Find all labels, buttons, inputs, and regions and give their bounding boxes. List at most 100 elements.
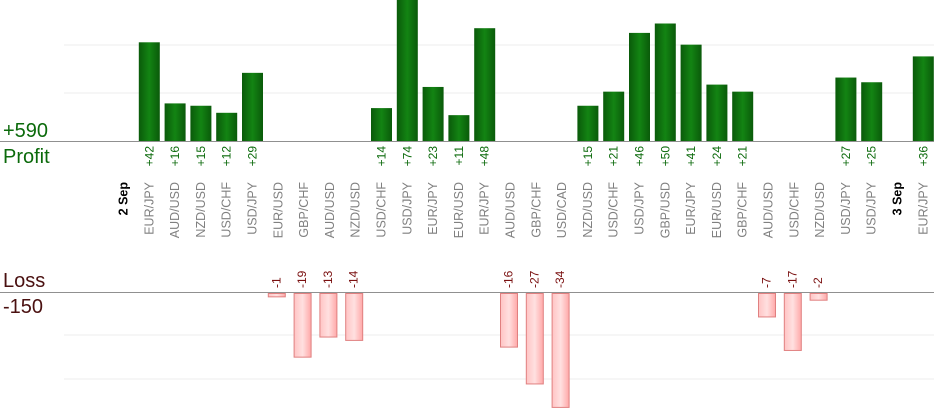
profit-value-label: +25 (865, 146, 879, 167)
profit-bar (706, 84, 728, 141)
profit-value-label: +46 (633, 146, 647, 167)
loss-bar (551, 293, 570, 408)
loss-value-label: -19 (295, 270, 309, 288)
profit-bar (164, 103, 186, 141)
profit-value-label: +21 (607, 146, 621, 167)
category-label: EUR/JPY (684, 181, 698, 234)
date-label: 2 Sep (117, 182, 131, 216)
category-label: USD/JPY (865, 181, 879, 234)
value-labels: +42 +16 +15 +12 +29 -1 -19 -13 -14 +14 +74 +23 +11 +4… (142, 146, 930, 288)
category-label: GBP/USD (658, 182, 672, 238)
profit-value-label: +36 (916, 146, 930, 167)
profit-bar (732, 91, 754, 141)
profit-bar (861, 82, 883, 141)
profit-value-label: +16 (168, 146, 182, 167)
profit-value-label: +50 (658, 146, 672, 167)
profit-bar (242, 72, 263, 141)
category-label: USD/CHF (375, 182, 389, 238)
profit-value-label: +11 (452, 146, 466, 166)
category-label: GBP/CHF (297, 182, 311, 238)
profit-value-label: +48 (478, 146, 492, 167)
profit-bar (422, 86, 444, 141)
profit-bar (835, 77, 857, 141)
category-label: AUD/USD (323, 182, 337, 238)
loss-value-label: -1 (269, 277, 283, 288)
profit-value-label: +27 (839, 146, 853, 167)
category-label: AUD/USD (504, 182, 518, 238)
profit-label: Profit (3, 146, 50, 168)
loss-bar (758, 293, 776, 318)
profit-value-label: +12 (220, 146, 234, 167)
loss-bar (783, 293, 802, 351)
loss-value-label: -13 (321, 270, 335, 288)
profit-bar (138, 42, 160, 141)
loss-bar (809, 293, 828, 301)
date-label: 3 Sep (891, 182, 905, 216)
profit-value-label: +14 (375, 146, 389, 167)
loss-value-label: -34 (553, 270, 567, 288)
profit-bars (138, 0, 934, 142)
profit-value-label: +29 (246, 146, 260, 167)
category-label: EUR/USD (271, 182, 285, 238)
category-label: USD/CHF (787, 182, 801, 238)
loss-bar (319, 293, 338, 338)
category-label: EUR/USD (452, 182, 466, 238)
loss-total: -150 (3, 296, 43, 318)
profit-value-label: +42 (142, 146, 156, 167)
profit-value-label: +74 (400, 146, 414, 167)
loss-bar (525, 293, 544, 385)
profit-gridlines (64, 44, 934, 94)
category-label: USD/JPY (400, 181, 414, 234)
profit-bar (216, 112, 238, 141)
loss-value-label: -2 (811, 277, 825, 288)
profit-value-label: +15 (194, 146, 208, 167)
loss-bar (267, 293, 286, 298)
category-label: NZD/USD (349, 182, 363, 238)
category-label: USD/CHF (220, 182, 234, 238)
category-label: NZD/USD (581, 182, 595, 238)
category-label: GBP/CHF (529, 182, 543, 238)
category-label: NZD/USD (194, 182, 208, 238)
profit-bar (396, 0, 418, 141)
profit-bar (603, 91, 625, 141)
loss-gridlines (64, 334, 934, 380)
category-label: USD/JPY (633, 181, 647, 234)
category-label: EUR/JPY (426, 181, 440, 234)
profit-bar (680, 44, 702, 141)
loss-bar (293, 293, 312, 358)
profit-value-label: +15 (581, 146, 595, 167)
loss-value-label: -27 (527, 270, 541, 288)
profit-bar (654, 23, 676, 141)
profit-bar (629, 32, 650, 141)
category-label: EUR/JPY (142, 181, 156, 234)
loss-bar (500, 293, 518, 348)
profit-bar (912, 56, 934, 141)
profit-bar (448, 115, 470, 141)
loss-label: Loss (3, 270, 45, 292)
profit-value-label: +24 (710, 146, 724, 167)
category-label: USD/CAD (555, 182, 569, 238)
category-labels: 2 Sep EUR/JPY AUD/USD NZD/USD USD/CHF USD/JPY… (117, 181, 931, 238)
loss-value-label: -17 (785, 270, 799, 288)
category-label: AUD/USD (762, 182, 776, 238)
category-label: USD/JPY (839, 181, 853, 234)
category-label: GBP/CHF (736, 182, 750, 238)
profit-value-label: +21 (736, 146, 750, 167)
category-label: USD/JPY (246, 181, 260, 234)
profit-bar (371, 108, 392, 141)
loss-bars (267, 293, 828, 408)
category-label: AUD/USD (168, 182, 182, 238)
profit-bar (577, 105, 599, 141)
profit-bar (474, 28, 496, 142)
category-label: NZD/USD (813, 182, 827, 238)
loss-bar (345, 293, 364, 341)
profit-total: +590 (3, 120, 48, 142)
loss-value-label: -7 (760, 277, 774, 288)
category-label: USD/CHF (607, 182, 621, 238)
profit-bar (190, 105, 212, 141)
category-label: EUR/JPY (478, 181, 492, 234)
loss-value-label: -16 (502, 270, 516, 288)
profit-value-label: +23 (426, 146, 440, 167)
category-label: EUR/USD (710, 182, 724, 238)
